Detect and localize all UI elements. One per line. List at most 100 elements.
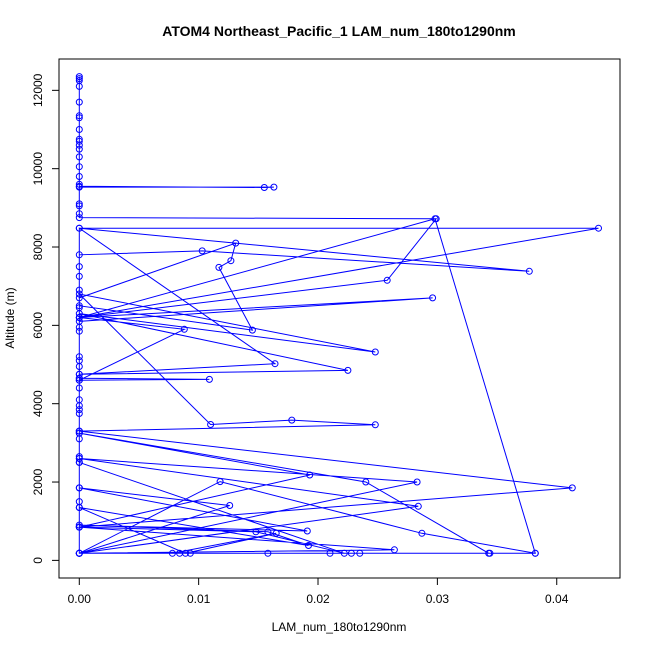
data-point <box>347 549 355 557</box>
data-point <box>305 542 312 549</box>
data-point <box>75 484 83 492</box>
data-point <box>264 528 272 536</box>
data-point <box>413 478 421 486</box>
data-point <box>75 214 83 222</box>
data-point <box>75 263 83 271</box>
data-point <box>75 224 83 232</box>
data-point <box>75 145 83 153</box>
y-tick-label: 12000 <box>31 73 45 107</box>
y-tick-label: 10000 <box>31 152 45 186</box>
chart-title: ATOM4 Northeast_Pacific_1 LAM_num_180to1… <box>162 23 516 39</box>
data-point <box>272 529 280 537</box>
x-axis-label: LAM_num_180to1290nm <box>272 620 407 634</box>
data-point <box>75 98 83 106</box>
data-point <box>75 137 83 145</box>
x-tick-label: 0.02 <box>306 592 330 606</box>
data-point <box>485 549 493 557</box>
data-point <box>75 327 83 335</box>
data-point <box>75 202 83 210</box>
data-point <box>180 325 188 333</box>
data-point <box>75 251 83 259</box>
data-point <box>383 276 391 284</box>
data-point <box>75 126 83 133</box>
data-point <box>525 267 533 275</box>
data-point <box>198 247 206 255</box>
data-point <box>75 314 83 321</box>
data-point <box>429 294 437 302</box>
data-point <box>306 471 314 479</box>
data-point <box>75 114 83 122</box>
data-point <box>75 310 83 318</box>
data-point <box>75 75 83 83</box>
data-point <box>75 374 83 382</box>
data-point <box>75 523 83 531</box>
data-point <box>390 546 398 554</box>
data-point <box>531 549 539 557</box>
data-point <box>75 458 83 466</box>
data-point <box>260 184 268 191</box>
data-point <box>271 360 279 368</box>
data-point <box>182 549 189 557</box>
data-point <box>75 521 83 529</box>
data-point <box>75 294 83 302</box>
data-point <box>226 502 234 509</box>
data-point <box>75 429 83 437</box>
y-tick-label: 2000 <box>31 468 45 495</box>
data-point <box>75 173 83 180</box>
data-point <box>75 141 83 149</box>
data-point <box>168 549 176 557</box>
data-point <box>75 183 83 191</box>
data-point <box>248 326 256 334</box>
data-point <box>344 366 352 374</box>
data-point <box>75 210 83 218</box>
data-point <box>75 302 83 310</box>
x-tick-label: 0.04 <box>545 592 569 606</box>
data-point <box>75 323 83 331</box>
data-point <box>414 502 422 510</box>
data-point <box>75 153 83 161</box>
data-point <box>75 427 83 435</box>
data-point <box>371 348 379 356</box>
data-point <box>270 183 278 191</box>
data-point <box>75 180 83 188</box>
data-point <box>75 82 83 90</box>
data-point <box>75 549 83 557</box>
x-tick-label: 0.01 <box>187 592 211 606</box>
data-point <box>75 73 83 81</box>
data-point <box>207 421 215 428</box>
data-point <box>75 402 83 410</box>
data-point <box>227 257 235 265</box>
data-point <box>75 406 83 414</box>
data-point <box>264 549 272 557</box>
data-point <box>75 410 83 417</box>
series-points <box>75 73 602 557</box>
y-axis-label: Altitude (m) <box>3 287 17 348</box>
data-point <box>216 478 224 486</box>
data-point <box>232 239 240 247</box>
data-point <box>75 353 83 361</box>
data-point <box>356 549 364 557</box>
series-lines <box>77 76 599 554</box>
data-point <box>75 384 83 392</box>
data-point <box>186 549 194 557</box>
data-point <box>362 478 370 486</box>
x-tick-label: 0.00 <box>68 592 92 606</box>
data-point <box>303 527 311 535</box>
y-tick-label: 4000 <box>31 390 45 417</box>
data-point <box>75 112 83 120</box>
data-point <box>205 375 213 383</box>
data-point <box>75 504 83 511</box>
data-point <box>252 528 260 536</box>
data-point <box>340 549 348 557</box>
data-point <box>75 455 83 462</box>
data-point <box>75 370 83 378</box>
y-tick-label: 6000 <box>31 312 45 339</box>
data-point <box>431 215 439 223</box>
data-point <box>595 224 602 232</box>
y-axis: 0 2000 4000 6000 8000 10000 12000 <box>31 73 60 564</box>
data-point <box>215 263 223 271</box>
data-point <box>75 163 83 171</box>
data-point <box>75 286 83 294</box>
